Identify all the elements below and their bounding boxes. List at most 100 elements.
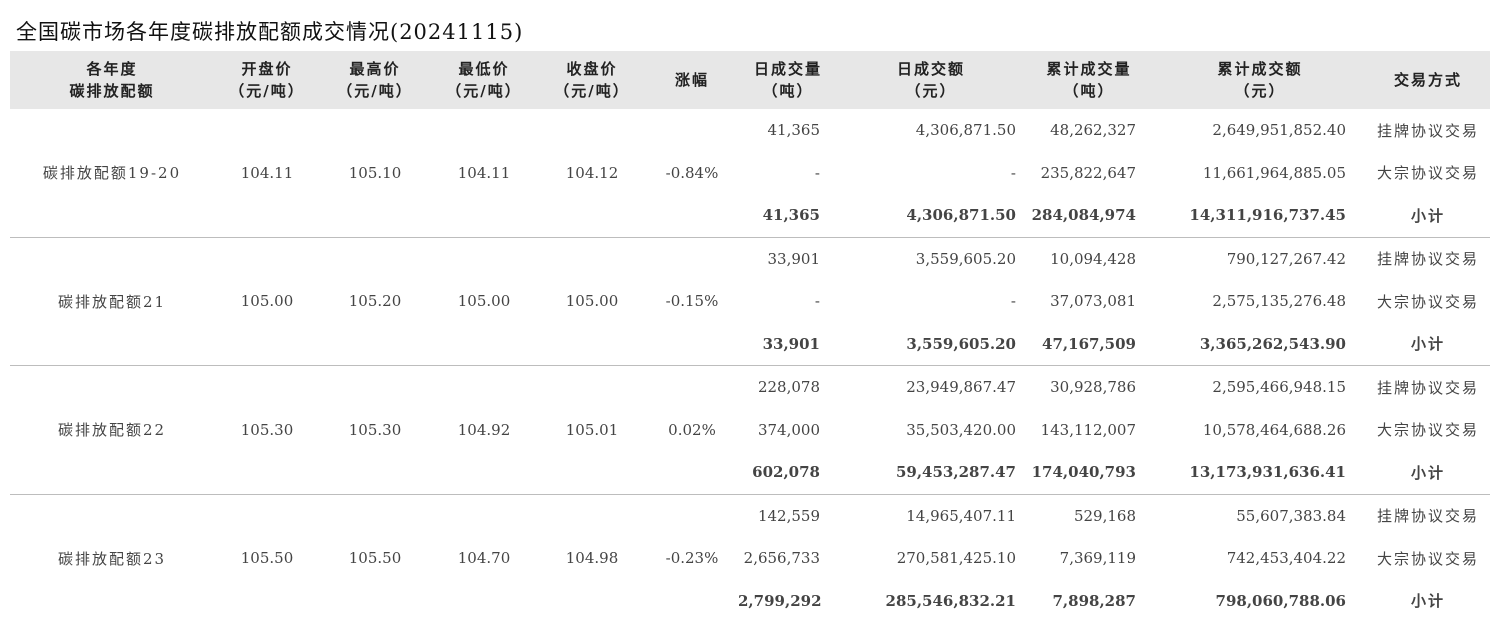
cumulative-volume: 10,094,428	[1024, 236, 1154, 280]
trade-mode: 挂牌协议交易	[1366, 236, 1490, 280]
daily-amount: -	[1010, 163, 1016, 182]
change-percent: -0.15%	[646, 236, 738, 366]
table-row: 碳排放配额22 105.30 105.30 104.92 105.01 0.02…	[10, 365, 1490, 494]
subtotal-row: 33,901 3,559,605.20 47,167,509 3,365,262…	[10, 323, 1490, 366]
daily-amount: 59,453,287.47	[895, 463, 1016, 482]
open-price: 104.11	[240, 163, 294, 182]
open-price: 105.30	[214, 365, 320, 494]
daily-volume: -	[814, 292, 820, 311]
low-price: 104.11	[457, 163, 511, 182]
change-percent: 0.02%	[646, 365, 738, 494]
daily-amount: 4,306,871.50	[906, 206, 1016, 225]
cumulative-volume: 7,898,287	[1052, 591, 1136, 610]
header-cumulative-amount: 累计成交额 （元）	[1154, 51, 1366, 109]
table-row: 碳排放配额21 105.00 105.20 105.00 105.00 -0.1…	[10, 236, 1490, 366]
subtotal-row: 2,799,292 285,546,832.21 7,898,287 798,0…	[10, 580, 1490, 622]
trade-mode: 大宗协议交易	[1376, 549, 1479, 568]
daily-volume: 33,901	[762, 334, 820, 353]
daily-volume: 33,901	[738, 236, 838, 280]
high-price: 105.10	[348, 163, 402, 182]
table-row: 374,000 35,503,420.00 143,112,007 10,578…	[10, 409, 1490, 452]
cumulative-volume: 47,167,509	[1042, 334, 1136, 353]
table-row: 碳排放配额19-20 104.11 105.10 104.11 104.12 -…	[10, 109, 1490, 182]
cumulative-volume: 284,084,974	[1031, 206, 1136, 225]
cumulative-amount: 2,595,466,948.15	[1154, 365, 1366, 409]
quota-name: 碳排放配额21	[10, 236, 214, 366]
subtotal-row: 602,078 59,453,287.47 174,040,793 13,173…	[10, 451, 1490, 494]
trade-mode: 挂牌协议交易	[1366, 493, 1490, 537]
high-price: 105.20	[320, 236, 430, 366]
cumulative-amount: 10,578,464,688.26	[1202, 420, 1346, 439]
page-title: 全国碳市场各年度碳排放配额成交情况(20241115)	[16, 20, 524, 44]
daily-amount: 4,306,871.50	[915, 121, 1016, 140]
trade-mode: 大宗协议交易	[1376, 164, 1479, 183]
daily-amount: 270,581,425.10	[896, 549, 1016, 568]
subtotal-row: 41,365 4,306,871.50 284,084,974 14,311,9…	[10, 194, 1490, 237]
header-row: 各年度 碳排放配额 开盘价 （元/吨） 最高价 （元/吨） 最低价 （元/吨） …	[10, 51, 1490, 109]
high-price: 105.50	[320, 493, 430, 622]
table-row: - - 235,822,647 11,661,964,885.05 大宗协议交易	[10, 152, 1490, 195]
cumulative-amount: 2,575,135,276.48	[1212, 292, 1346, 311]
cumulative-amount: 55,607,383.84	[1154, 493, 1366, 537]
cumulative-amount: 798,060,788.06	[1215, 591, 1346, 610]
header-high-price: 最高价 （元/吨）	[320, 51, 430, 109]
open-price: 105.00	[214, 236, 320, 366]
cumulative-volume: 174,040,793	[1031, 463, 1136, 482]
close-price: 105.00	[538, 236, 646, 366]
quota-name: 碳排放配额22	[10, 365, 214, 494]
trade-mode: 大宗协议交易	[1376, 292, 1479, 311]
daily-volume: 2,656,733	[743, 549, 820, 568]
cumulative-volume: 37,073,081	[1050, 292, 1136, 311]
daily-amount: 3,559,605.20	[906, 334, 1016, 353]
trade-mode: 挂牌协议交易	[1366, 365, 1490, 409]
daily-amount: -	[1010, 292, 1016, 311]
daily-volume: 602,078	[752, 463, 820, 482]
table-row: - - 37,073,081 2,575,135,276.48 大宗协议交易	[10, 280, 1490, 323]
cumulative-amount: 790,127,267.42	[1154, 236, 1366, 280]
header-daily-volume: 日成交量 （吨）	[738, 51, 838, 109]
carbon-market-table: 各年度 碳排放配额 开盘价 （元/吨） 最高价 （元/吨） 最低价 （元/吨） …	[10, 51, 1490, 622]
change-percent: -0.23%	[646, 493, 738, 622]
cumulative-amount: 2,649,951,852.40	[1212, 121, 1346, 140]
cumulative-volume: 7,369,119	[1059, 549, 1136, 568]
daily-volume: 2,799,292	[738, 591, 822, 610]
change-percent: -0.84%	[665, 163, 719, 182]
trade-mode: 挂牌协议交易	[1376, 121, 1479, 140]
header-close-price: 收盘价 （元/吨）	[538, 51, 646, 109]
daily-volume: 41,365	[762, 206, 820, 225]
low-price: 104.70	[430, 493, 538, 622]
trade-mode: 小计	[1410, 592, 1445, 611]
daily-amount: 285,546,832.21	[885, 591, 1016, 610]
close-price: 104.98	[538, 493, 646, 622]
header-low-price: 最低价 （元/吨）	[430, 51, 538, 109]
header-change: 涨幅	[646, 51, 738, 109]
cumulative-amount: 3,365,262,543.90	[1199, 334, 1346, 353]
cumulative-volume: 48,262,327	[1050, 121, 1136, 140]
daily-volume: 374,000	[757, 420, 820, 439]
cumulative-amount: 742,453,404.22	[1226, 549, 1346, 568]
cumulative-amount: 14,311,916,737.45	[1189, 206, 1346, 225]
cumulative-volume: 529,168	[1024, 493, 1154, 537]
daily-amount: 3,559,605.20	[838, 236, 1024, 280]
header-trade-mode: 交易方式	[1366, 51, 1490, 109]
daily-amount: 14,965,407.11	[838, 493, 1024, 537]
trade-mode: 小计	[1410, 206, 1445, 225]
open-price: 105.50	[214, 493, 320, 622]
table-header: 各年度 碳排放配额 开盘价 （元/吨） 最高价 （元/吨） 最低价 （元/吨） …	[10, 51, 1490, 109]
high-price: 105.30	[320, 365, 430, 494]
quota-name: 碳排放配额19-20	[42, 164, 182, 183]
daily-volume: 228,078	[738, 365, 838, 409]
daily-amount: 35,503,420.00	[906, 420, 1016, 439]
quota-name: 碳排放配额23	[10, 493, 214, 622]
header-open-price: 开盘价 （元/吨）	[214, 51, 320, 109]
trade-mode: 大宗协议交易	[1376, 421, 1479, 440]
cumulative-amount: 11,661,964,885.05	[1202, 163, 1346, 182]
cumulative-volume: 143,112,007	[1040, 420, 1136, 439]
table-row: 碳排放配额23 105.50 105.50 104.70 104.98 -0.2…	[10, 493, 1490, 622]
close-price: 104.12	[565, 163, 619, 182]
daily-volume: 41,365	[767, 121, 821, 140]
cumulative-volume: 235,822,647	[1040, 163, 1136, 182]
daily-volume: -	[814, 163, 820, 182]
low-price: 105.00	[430, 236, 538, 366]
